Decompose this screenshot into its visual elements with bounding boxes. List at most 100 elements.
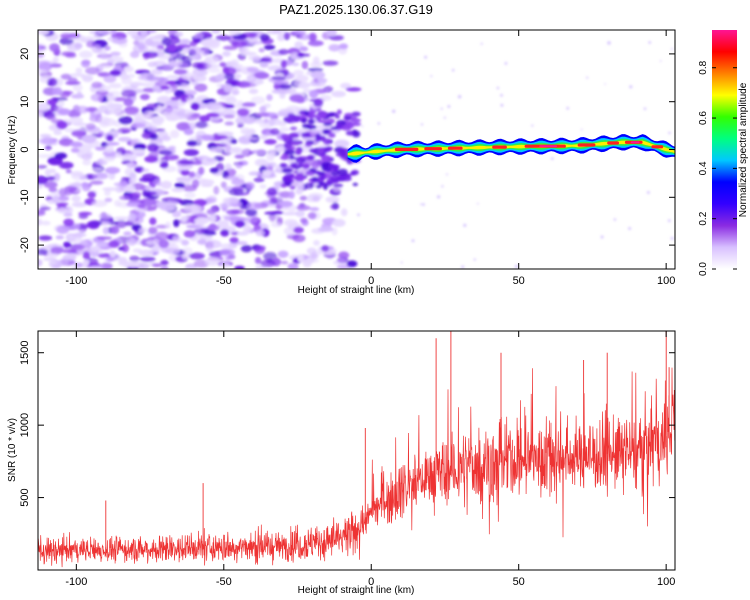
noise-blob <box>340 82 352 89</box>
noise-blob <box>107 56 124 63</box>
noise-blob <box>55 235 65 240</box>
noise-blob <box>104 145 114 153</box>
noise-speckle <box>646 191 650 194</box>
noise-blob <box>295 148 302 155</box>
noise-speckle <box>667 219 671 223</box>
noise-blob <box>174 31 184 37</box>
noise-blob <box>186 140 198 145</box>
noise-blob <box>180 169 190 176</box>
noise-blob <box>328 132 336 138</box>
noise-blob <box>90 250 99 257</box>
noise-blob <box>86 40 96 48</box>
noise-blob <box>248 171 262 176</box>
noise-blob <box>143 110 155 118</box>
noise-blob <box>223 45 238 51</box>
noise-blob <box>181 239 190 246</box>
noise-blob <box>228 30 241 36</box>
noise-blob <box>157 201 168 209</box>
noise-blob <box>70 183 83 187</box>
colorbar-tick-label: 0.2 <box>698 211 709 225</box>
noise-blob <box>330 126 339 130</box>
noise-blob <box>82 261 89 269</box>
noise-blob <box>237 231 249 236</box>
noise-blob <box>327 112 336 118</box>
noise-blob <box>78 211 92 216</box>
noise-blob <box>321 164 327 172</box>
noise-blob <box>183 230 196 238</box>
ridge-peak <box>607 141 619 145</box>
noise-speckle <box>473 258 476 261</box>
noise-blob <box>145 185 154 192</box>
noise-blob <box>224 144 232 152</box>
noise-blob <box>204 64 220 69</box>
noise-blob <box>224 163 232 171</box>
noise-blob <box>80 241 89 246</box>
noise-blob <box>282 211 298 216</box>
noise-speckle <box>420 123 424 126</box>
noise-blob <box>123 66 134 73</box>
noise-blob <box>209 167 219 174</box>
spectrogram-y-label: Frequency (Hz) <box>7 116 18 185</box>
noise-blob <box>245 182 255 190</box>
noise-blob <box>259 105 267 114</box>
noise-speckle <box>628 227 632 230</box>
noise-blob <box>277 89 292 94</box>
noise-blob <box>51 263 62 269</box>
noise-blob <box>67 77 78 84</box>
noise-blob <box>283 116 294 123</box>
noise-blob <box>292 115 301 123</box>
noise-blob <box>39 133 52 138</box>
x-tick-label: -100 <box>65 576 87 588</box>
noise-blob <box>46 99 57 106</box>
noise-blob <box>318 147 325 154</box>
noise-blob <box>309 148 318 153</box>
noise-blob <box>206 208 216 215</box>
noise-blob <box>284 149 296 156</box>
noise-blob <box>154 80 169 87</box>
noise-blob <box>332 186 343 192</box>
noise-blob <box>299 195 308 201</box>
noise-blob <box>249 40 263 45</box>
noise-blob <box>52 56 59 63</box>
x-tick-label: 0 <box>368 275 374 287</box>
noise-blob <box>142 191 157 196</box>
noise-blob <box>208 223 217 231</box>
noise-blob <box>56 195 70 202</box>
noise-blob <box>322 60 339 66</box>
noise-blob <box>38 210 46 217</box>
noise-blob <box>279 200 293 208</box>
noise-blob <box>263 252 277 261</box>
noise-blob <box>38 259 43 267</box>
noise-speckle <box>613 218 617 221</box>
noise-blob <box>301 132 311 136</box>
noise-blob <box>109 69 122 76</box>
noise-blob <box>107 36 118 42</box>
noise-blob <box>205 55 220 64</box>
noise-blob <box>297 30 307 34</box>
noise-blob <box>160 259 169 266</box>
noise-blob <box>338 251 350 259</box>
colorbar-tick-label: 0.8 <box>698 60 709 74</box>
noise-blob <box>194 83 208 92</box>
noise-blob <box>259 57 272 62</box>
noise-blob <box>350 122 362 127</box>
noise-speckle <box>604 83 606 85</box>
noise-blob <box>87 265 103 269</box>
noise-speckle <box>514 264 519 269</box>
figure-title: PAZ1.2025.130.06.37.G19 <box>279 2 433 17</box>
noise-blob <box>183 128 194 136</box>
spectrogram-x-ticks: -100 -50 0 50 100 <box>65 30 675 287</box>
noise-blob <box>43 257 57 262</box>
noise-blob <box>174 182 185 189</box>
noise-blob <box>266 152 275 162</box>
noise-blob <box>332 183 344 188</box>
noise-blob <box>141 82 154 87</box>
noise-blob <box>173 115 188 120</box>
noise-blob <box>302 163 310 170</box>
noise-blob <box>351 111 361 117</box>
noise-speckle <box>477 202 479 205</box>
noise-speckle <box>648 41 652 44</box>
noise-blob <box>254 158 269 167</box>
noise-blob <box>38 235 53 241</box>
noise-speckle <box>377 122 381 125</box>
